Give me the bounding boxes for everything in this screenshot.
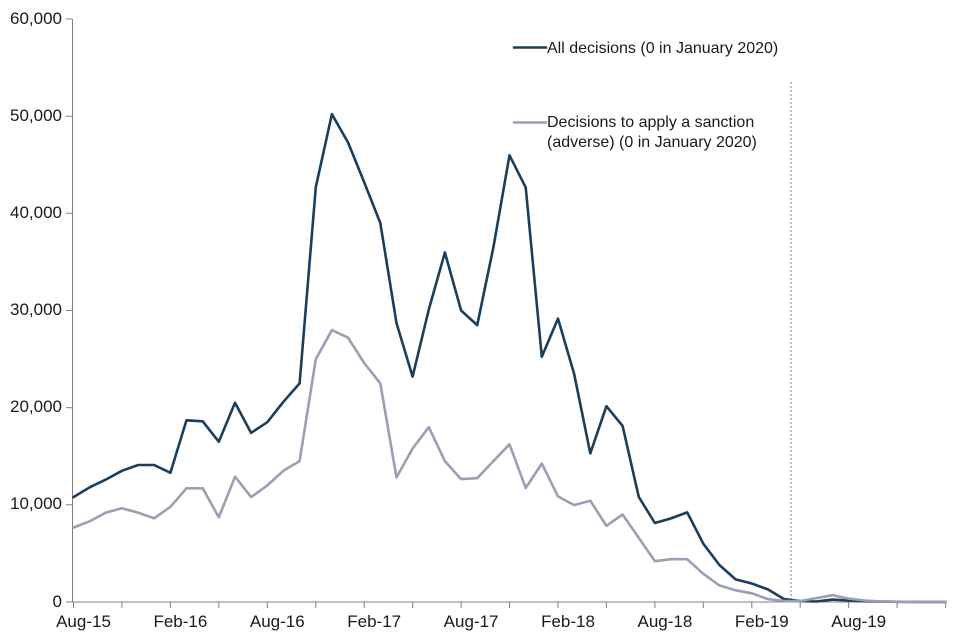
svg-text:Aug-16: Aug-16 (250, 612, 305, 631)
svg-text:Aug-19: Aug-19 (831, 612, 886, 631)
svg-text:All decisions (0 in January 20: All decisions (0 in January 2020) (547, 40, 778, 57)
svg-text:Feb-19: Feb-19 (735, 612, 789, 631)
svg-text:50,000: 50,000 (10, 106, 62, 125)
svg-text:Feb-17: Feb-17 (347, 612, 401, 631)
svg-text:Feb-16: Feb-16 (153, 612, 207, 631)
svg-text:Aug-15: Aug-15 (56, 612, 111, 631)
svg-text:0: 0 (53, 592, 62, 611)
svg-text:10,000: 10,000 (10, 494, 62, 513)
svg-text:40,000: 40,000 (10, 203, 62, 222)
svg-text:Decisions to apply a sanction: Decisions to apply a sanction (547, 114, 754, 131)
svg-text:60,000: 60,000 (10, 9, 62, 28)
svg-text:(adverse) (0 in January 2020): (adverse) (0 in January 2020) (547, 134, 757, 151)
svg-text:Feb-18: Feb-18 (541, 612, 595, 631)
svg-text:Aug-17: Aug-17 (444, 612, 499, 631)
svg-text:Aug-18: Aug-18 (637, 612, 692, 631)
svg-text:30,000: 30,000 (10, 300, 62, 319)
svg-text:20,000: 20,000 (10, 397, 62, 416)
